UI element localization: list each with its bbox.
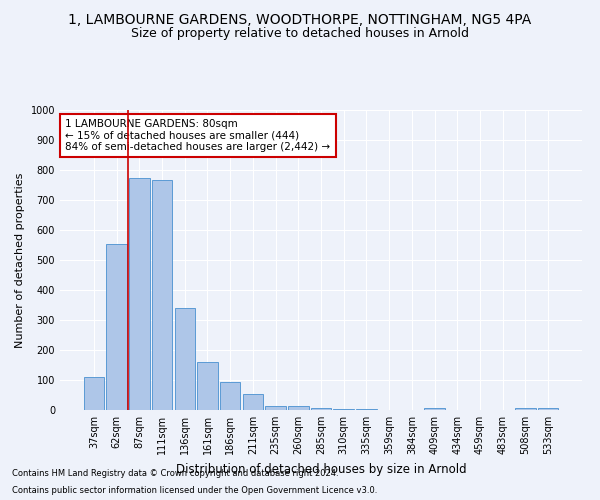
- Text: Contains HM Land Registry data © Crown copyright and database right 2024.: Contains HM Land Registry data © Crown c…: [12, 468, 338, 477]
- Bar: [129, 178, 149, 410]
- Bar: [311, 408, 331, 410]
- Bar: [106, 244, 127, 410]
- Bar: [334, 408, 354, 410]
- Bar: [265, 406, 286, 410]
- Y-axis label: Number of detached properties: Number of detached properties: [15, 172, 25, 348]
- Text: Size of property relative to detached houses in Arnold: Size of property relative to detached ho…: [131, 28, 469, 40]
- Text: 1, LAMBOURNE GARDENS, WOODTHORPE, NOTTINGHAM, NG5 4PA: 1, LAMBOURNE GARDENS, WOODTHORPE, NOTTIN…: [68, 12, 532, 26]
- X-axis label: Distribution of detached houses by size in Arnold: Distribution of detached houses by size …: [176, 462, 466, 475]
- Bar: [288, 406, 308, 410]
- Text: 1 LAMBOURNE GARDENS: 80sqm
← 15% of detached houses are smaller (444)
84% of sem: 1 LAMBOURNE GARDENS: 80sqm ← 15% of deta…: [65, 119, 331, 152]
- Bar: [515, 408, 536, 410]
- Text: Contains public sector information licensed under the Open Government Licence v3: Contains public sector information licen…: [12, 486, 377, 495]
- Bar: [242, 394, 263, 410]
- Bar: [84, 377, 104, 410]
- Bar: [197, 362, 218, 410]
- Bar: [356, 409, 377, 410]
- Bar: [424, 408, 445, 410]
- Bar: [175, 308, 195, 410]
- Bar: [538, 408, 558, 410]
- Bar: [152, 180, 172, 410]
- Bar: [220, 382, 241, 410]
